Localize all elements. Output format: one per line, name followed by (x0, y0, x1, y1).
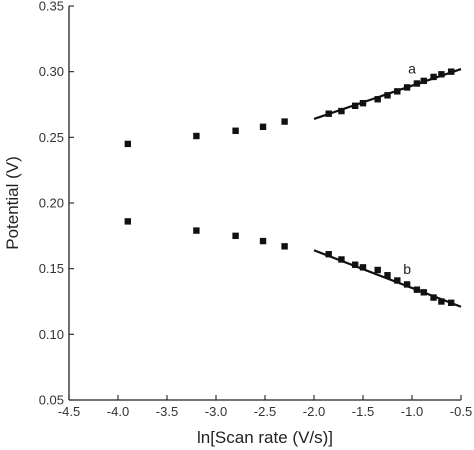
series-label-b: b (403, 261, 411, 277)
data-point-a (394, 88, 401, 95)
data-points (124, 68, 455, 307)
data-point-a (193, 132, 200, 140)
data-point-b (259, 237, 267, 245)
data-point-b (124, 218, 131, 225)
x-tick-label: -2.5 (254, 404, 276, 419)
data-point-b (193, 227, 200, 234)
x-tick-label: -3.0 (205, 404, 227, 419)
data-point-b (438, 298, 445, 305)
y-tick-label: 0.20 (39, 196, 64, 211)
data-point-b (430, 294, 437, 301)
data-point-b (359, 264, 367, 271)
y-axis-title: Potential (V) (3, 156, 22, 250)
data-point-a (281, 118, 288, 125)
data-point-a (325, 110, 332, 117)
data-point-b (403, 281, 411, 288)
data-point-a (259, 123, 267, 131)
data-point-b (351, 261, 359, 268)
fit-line-b (313, 249, 462, 308)
data-point-a (384, 92, 391, 99)
data-point-a (124, 140, 131, 148)
y-tick-label: 0.15 (39, 261, 64, 276)
data-point-a (448, 68, 455, 75)
series-label-a: a (408, 61, 416, 77)
data-point-a (403, 84, 411, 91)
y-tick-label: 0.30 (39, 64, 64, 79)
data-point-b (281, 243, 288, 250)
x-tick-label: -0.5 (450, 404, 472, 419)
data-point-b (325, 251, 332, 258)
axes: -4.5 -4.0 -3.5 -3.0 -2.5 -2.0 -1.5 -1.0 -0.5 0.05… (39, 0, 473, 419)
x-tick-label: -4.5 (58, 404, 80, 419)
data-point-a (374, 96, 381, 103)
y-tick-label: 0.25 (39, 130, 64, 145)
x-tick-label: -3.5 (156, 404, 178, 419)
data-point-a (430, 73, 437, 81)
data-point-a (351, 102, 359, 110)
fit-lines (313, 67, 462, 308)
x-tick-label: -2.0 (303, 404, 325, 419)
series-labels: ab (403, 61, 416, 277)
x-tick-label: -4.0 (107, 404, 129, 419)
data-point-b (374, 266, 381, 274)
y-tick-label: 0.35 (39, 0, 64, 14)
data-point-a (232, 127, 239, 134)
x-tick-label: -1.5 (352, 404, 374, 419)
data-point-a (413, 80, 421, 87)
data-point-a (359, 99, 367, 107)
data-point-b (448, 299, 455, 307)
data-point-a (438, 71, 445, 78)
data-point-a (338, 107, 345, 115)
y-tick-label: 0.10 (39, 327, 64, 342)
data-point-b (384, 272, 391, 279)
data-point-b (413, 286, 421, 293)
data-point-b (232, 232, 239, 240)
data-point-a (420, 77, 427, 85)
data-point-b (394, 277, 401, 284)
x-axis-title: ln[Scan rate (V/s)] (197, 428, 333, 447)
x-tick-label: -1.0 (401, 404, 423, 419)
y-tick-label: 0.05 (39, 393, 64, 408)
data-point-b (420, 289, 427, 296)
data-point-b (338, 256, 345, 263)
